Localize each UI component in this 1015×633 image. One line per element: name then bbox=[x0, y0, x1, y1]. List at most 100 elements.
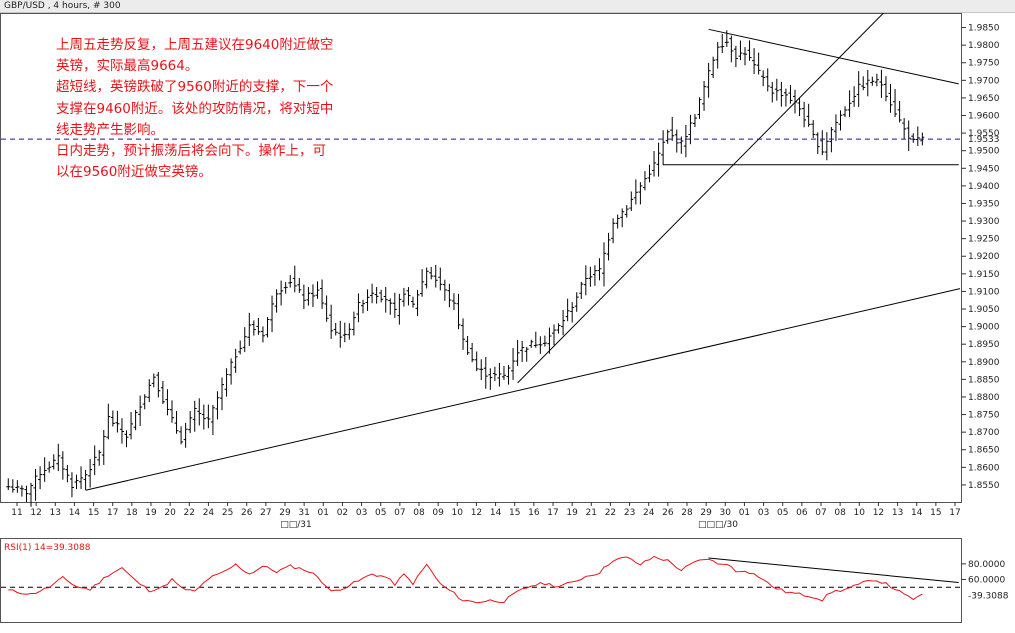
time-axis: 11 12 13 14 15 17 18 19 20 22 24 25 26 27 29 31 01 02 03 05… bbox=[11, 502, 961, 528]
note-line: 英镑，实际最高9664。 bbox=[56, 58, 199, 75]
rsi-chart[interactable]: RSI(1) 14=39.3088 80.0000 60.0000 -39.308… bbox=[0, 538, 1015, 633]
note-line: 支撑在9460附近。该处的攻防情况，将对短中 bbox=[56, 100, 334, 117]
x-tick-label: 12 bbox=[471, 508, 482, 518]
price-axis: 1.9850 1.9800 1.9750 1.9700 1.9650 1.9600 1.95… bbox=[961, 24, 1000, 491]
x-tick-label: 07 bbox=[815, 508, 826, 518]
note-line: 上周五走势反复，上周五建议在9640附近做空 bbox=[56, 37, 334, 53]
x-tick-label: 13 bbox=[50, 508, 61, 518]
x-tick-label: 22 bbox=[184, 508, 195, 518]
x-tick-label: 11 bbox=[11, 508, 22, 518]
chart-title: GBP/USD , 4 hours, # 300 bbox=[4, 1, 121, 11]
rsi-last-value: -39.3088 bbox=[968, 592, 1009, 602]
note-line: 日内走势，预计振荡后将会向下。操作上，可 bbox=[56, 143, 326, 160]
x-tick-label: 12 bbox=[873, 508, 884, 518]
x-tick-label: 12 bbox=[30, 508, 41, 518]
y-tick-label: 1.8850 bbox=[968, 375, 1000, 385]
analysis-note: 上周五走势反复，上周五建议在9640附近做空 英镑，实际最高9664。 超短线，… bbox=[56, 35, 386, 183]
note-line: 超短线，英镑跌破了9560附近的支撑，下一个 bbox=[56, 79, 334, 96]
y-tick-label: 1.8700 bbox=[968, 428, 1000, 438]
x-tick-label: 20 bbox=[164, 508, 176, 518]
y-tick-label: 1.9700 bbox=[968, 76, 1000, 86]
trendlines bbox=[1, 13, 961, 491]
x-tick-label: 15 bbox=[930, 508, 941, 518]
x-tick-label: 05 bbox=[375, 508, 386, 518]
y-tick-label: 1.9300 bbox=[968, 217, 1000, 227]
trendline bbox=[517, 13, 884, 384]
rsi-trendline bbox=[708, 557, 959, 584]
rsi-tick-label: 80.0000 bbox=[968, 560, 1005, 570]
x-tick-label: 08 bbox=[834, 508, 846, 518]
y-tick-label: 1.9200 bbox=[968, 252, 1000, 262]
rsi-axis: 80.0000 60.0000 bbox=[961, 560, 1005, 585]
x-tick-label: 17 bbox=[949, 508, 960, 518]
x-tick-label: 19 bbox=[145, 508, 157, 518]
trendline bbox=[708, 28, 959, 85]
y-tick-label: 1.9050 bbox=[968, 305, 1000, 315]
x-tick-label: 03 bbox=[356, 508, 367, 518]
x-tick-label: 15 bbox=[88, 508, 99, 518]
x-tick-label: 28 bbox=[681, 508, 693, 518]
price-chart[interactable]: 1.9850 1.9800 1.9750 1.9700 1.9650 1.9600 1.95… bbox=[0, 13, 1015, 528]
last-price-label: 1.9533 bbox=[968, 135, 1000, 145]
x-tick-label: 31 bbox=[298, 508, 309, 518]
x-tick-label: 14 bbox=[69, 508, 81, 518]
x-tick-label: 30 bbox=[720, 508, 732, 518]
rsi-title: RSI(1) 14=39.3088 bbox=[4, 543, 91, 553]
x-tick-label: 29 bbox=[279, 508, 291, 518]
note-line: 以在9560附近做空英镑。 bbox=[56, 164, 212, 181]
x-tick-label: 17 bbox=[547, 508, 558, 518]
y-tick-label: 1.9000 bbox=[968, 323, 1000, 333]
y-tick-label: 1.9850 bbox=[968, 24, 1000, 34]
rsi-line bbox=[1, 555, 960, 604]
x-tick-label: 18 bbox=[126, 508, 138, 518]
x-tick-label: 03 bbox=[758, 508, 769, 518]
x-tick-label: 17 bbox=[107, 508, 118, 518]
x-tick-label: 07 bbox=[394, 508, 405, 518]
y-tick-label: 1.8950 bbox=[968, 340, 1000, 350]
x-tick-label: 24 bbox=[643, 508, 655, 518]
x-tick-label: 02 bbox=[337, 508, 348, 518]
x-tick-label: 19 bbox=[566, 508, 578, 518]
x-tick-label: 01 bbox=[739, 508, 750, 518]
y-tick-label: 1.8900 bbox=[968, 358, 1000, 368]
trendline bbox=[85, 288, 961, 491]
x-tick-label: 10 bbox=[854, 508, 866, 518]
y-tick-label: 1.9450 bbox=[968, 164, 1000, 174]
x-tick-label: 29 bbox=[700, 508, 712, 518]
x-tick-label: 13 bbox=[892, 508, 903, 518]
y-tick-label: 1.9750 bbox=[968, 59, 1000, 69]
y-tick-label: 1.9550 bbox=[968, 129, 1000, 139]
x-tick-label: 10 bbox=[452, 508, 464, 518]
y-tick-label: 1.9800 bbox=[968, 41, 1000, 51]
candles bbox=[6, 30, 925, 507]
x-tick-label: 16 bbox=[528, 508, 540, 518]
y-tick-label: 1.9500 bbox=[968, 147, 1000, 157]
y-tick-label: 1.9100 bbox=[968, 287, 1000, 297]
y-tick-label: 1.9600 bbox=[968, 112, 1000, 122]
x-tick-label: 08 bbox=[413, 508, 425, 518]
x-tick-label: 01 bbox=[318, 508, 329, 518]
x-tick-label: 14 bbox=[911, 508, 923, 518]
x-tick-label: 24 bbox=[203, 508, 215, 518]
x-tick-label: 15 bbox=[509, 508, 520, 518]
rsi-last-label: -39.3088 bbox=[968, 592, 1009, 602]
x-tick-label: 09 bbox=[432, 508, 444, 518]
y-tick-label: 1.8600 bbox=[968, 463, 1000, 473]
x-tick-label: 27 bbox=[260, 508, 271, 518]
y-tick-label: 1.9350 bbox=[968, 199, 1000, 209]
y-tick-label: 1.9650 bbox=[968, 94, 1000, 104]
x-tick-label: 26 bbox=[241, 508, 253, 518]
y-tick-label: 1.8550 bbox=[968, 481, 1000, 491]
x-tick-label: 06 bbox=[796, 508, 808, 518]
y-tick-label: 1.9150 bbox=[968, 270, 1000, 280]
y-tick-label: 1.8750 bbox=[968, 411, 1000, 421]
y-tick-label: 1.8800 bbox=[968, 393, 1000, 403]
note-line: 线走势产生影响。 bbox=[56, 121, 164, 138]
x-tick-label: 26 bbox=[662, 508, 674, 518]
x-tick-label: 23 bbox=[624, 508, 635, 518]
x-tick-label: 21 bbox=[586, 508, 597, 518]
rsi-tick-label: 60.0000 bbox=[968, 575, 1005, 585]
x-tick-label: 22 bbox=[605, 508, 616, 518]
y-tick-label: 1.9400 bbox=[968, 182, 1000, 192]
chart-title-bar: GBP/USD , 4 hours, # 300 bbox=[0, 0, 1015, 13]
